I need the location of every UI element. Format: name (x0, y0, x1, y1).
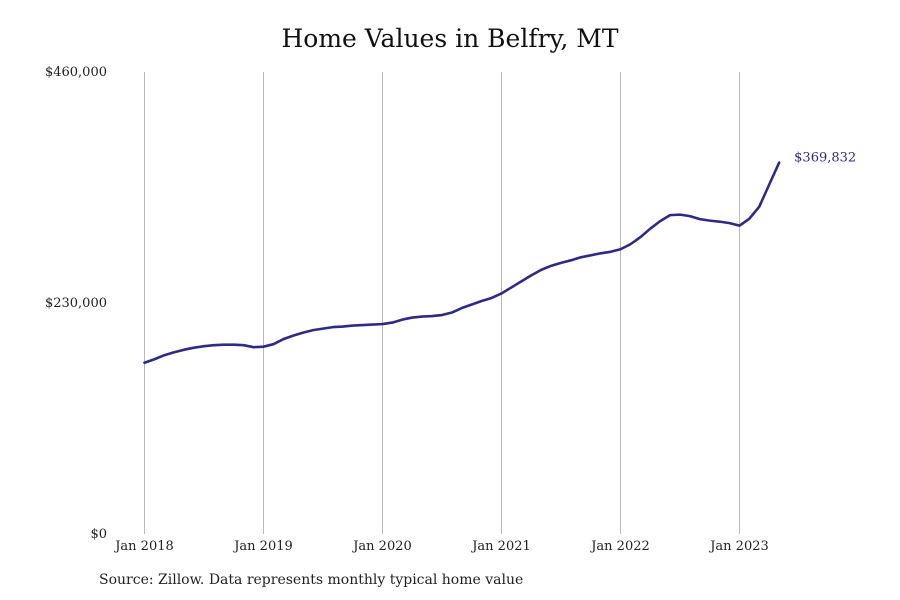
y-tick-label: $460,000 (45, 65, 107, 80)
end-value-label: $369,832 (794, 151, 856, 166)
x-tick-label: Jan 2018 (113, 539, 174, 554)
x-tick-label: Jan 2020 (351, 539, 412, 554)
y-tick-label: $230,000 (45, 296, 107, 311)
series-layer (143, 161, 781, 365)
x-tick-label: Jan 2019 (232, 539, 293, 554)
source-note: Source: Zillow. Data represents monthly … (99, 572, 524, 588)
x-tick-label: Jan 2021 (470, 539, 531, 554)
chart-title: Home Values in Belfry, MT (281, 24, 619, 53)
y-tick-label: $0 (90, 527, 107, 542)
data-labels: $369,832 (794, 151, 856, 166)
x-tick-label: Jan 2022 (589, 539, 650, 554)
x-tick-label: Jan 2023 (708, 539, 769, 554)
x-axis-tick-labels: Jan 2018 Jan 2019 Jan 2020 Jan 2021 Jan 2022… (113, 539, 769, 554)
y-axis-tick-labels: $0 $230,000 $460,000 (45, 65, 107, 542)
gridlines (144, 72, 740, 534)
series-line (143, 161, 781, 365)
